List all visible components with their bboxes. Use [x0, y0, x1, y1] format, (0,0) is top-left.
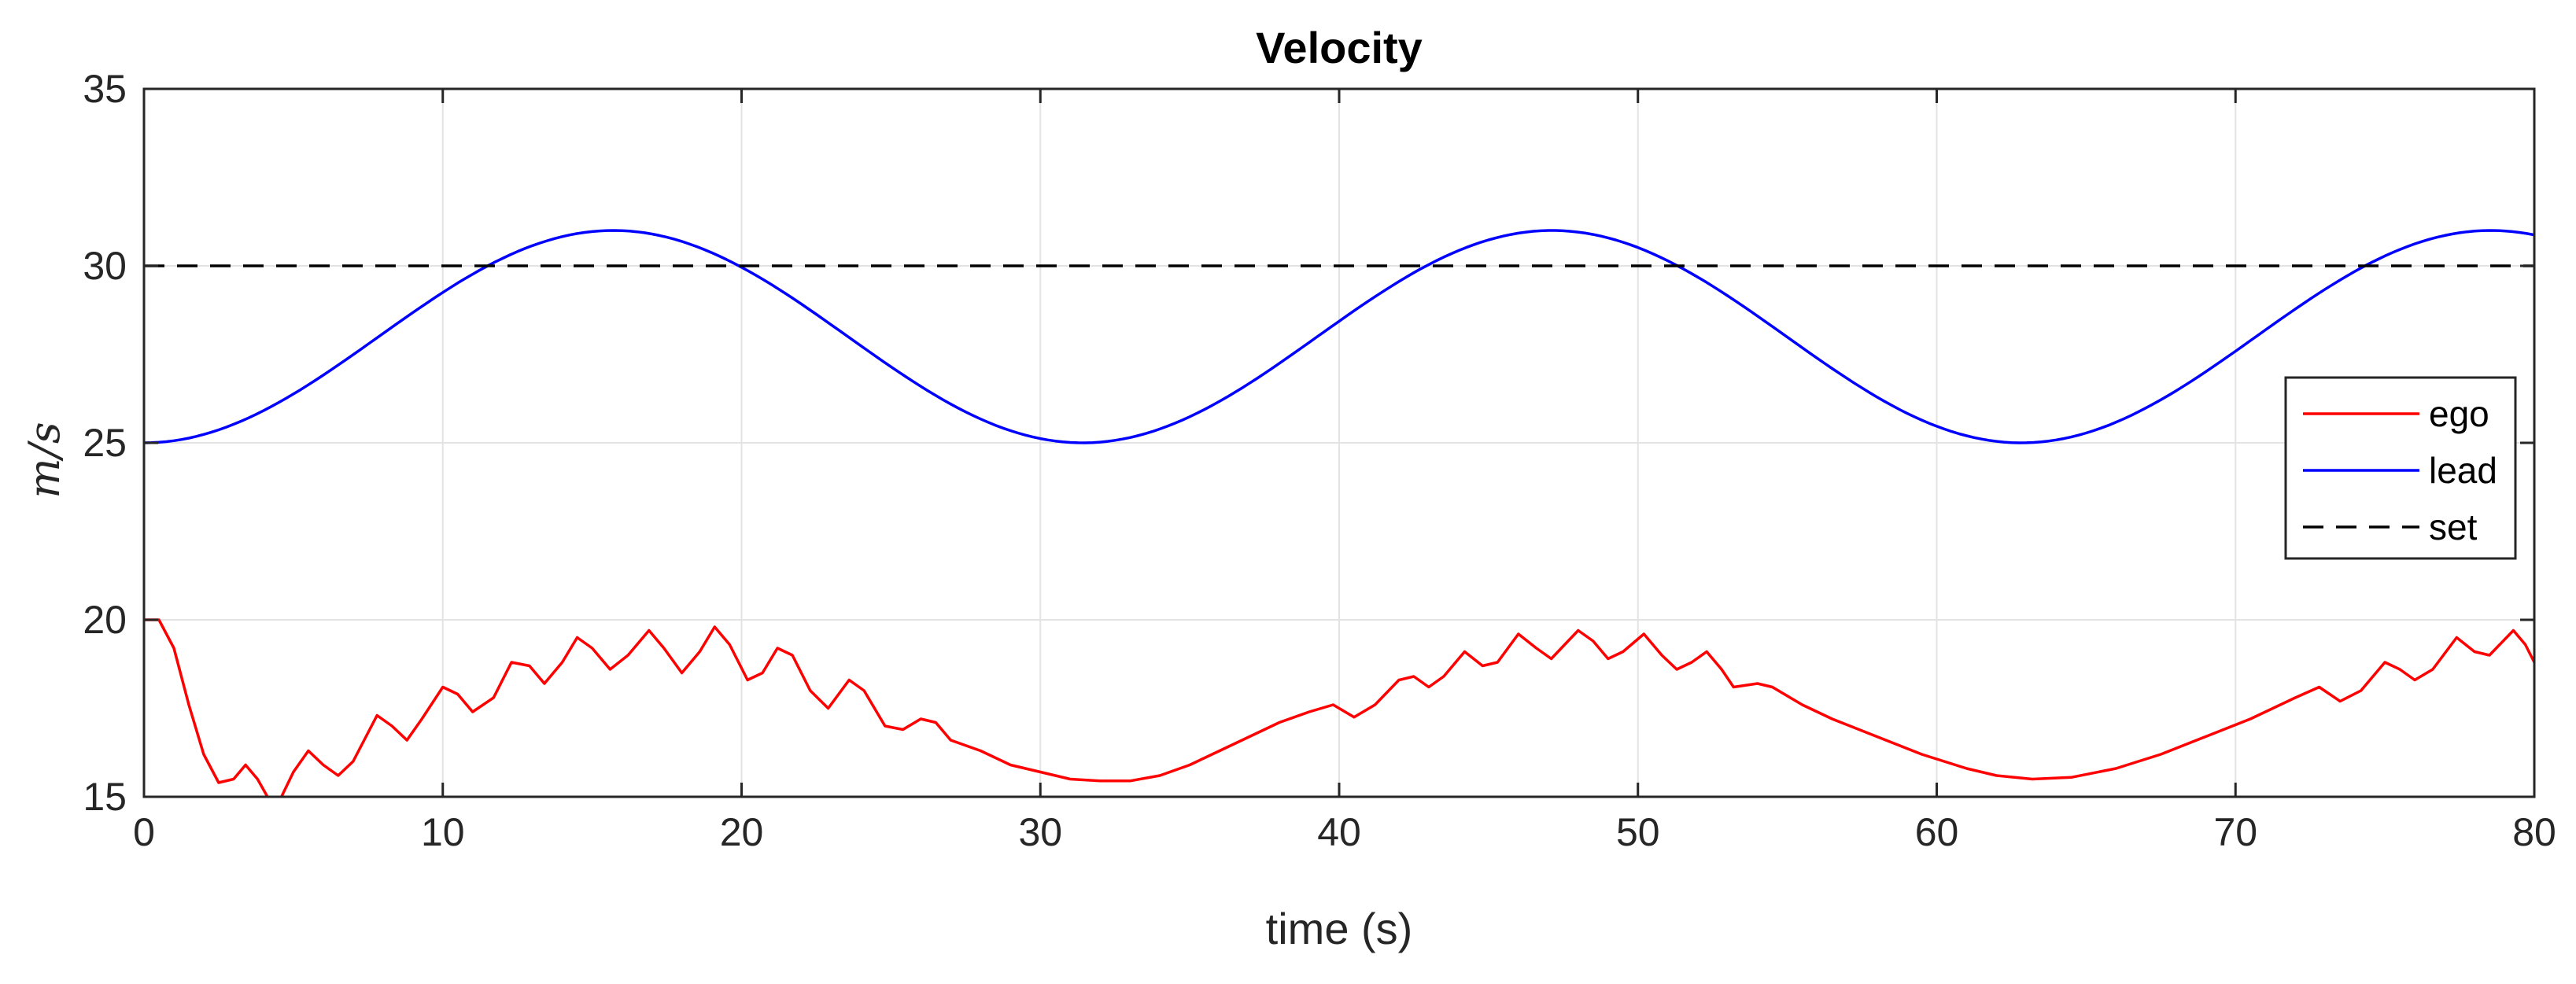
x-axis-label: time (s) — [1266, 904, 1413, 953]
y-tick-label: 20 — [83, 598, 127, 642]
series-line-ego — [144, 618, 2534, 797]
legend-label-lead: lead — [2429, 450, 2497, 491]
series-line-lead — [144, 229, 2534, 444]
legend-label-set: set — [2429, 507, 2478, 547]
y-tick-label: 35 — [83, 67, 127, 111]
y-tick-label: 15 — [83, 775, 127, 819]
series-layer — [144, 229, 2534, 797]
chart-title: Velocity — [1256, 23, 1423, 72]
x-tick-label: 30 — [1018, 810, 1062, 854]
y-axis-label: m/s — [20, 422, 69, 498]
x-tick-label: 40 — [1317, 810, 1361, 854]
legend-label-ego: ego — [2429, 393, 2489, 434]
x-tick-label: 0 — [133, 810, 155, 854]
x-tick-label: 70 — [2213, 810, 2257, 854]
x-tick-label: 60 — [1915, 810, 1959, 854]
y-tick-label: 25 — [83, 421, 127, 465]
legend: ego lead set — [2284, 376, 2517, 560]
x-tick-label: 20 — [720, 810, 764, 854]
ticks: 0 10 20 30 40 50 60 70 80 15 20 25 30 35 — [83, 67, 2556, 854]
y-tick-label: 30 — [83, 244, 127, 288]
x-tick-label: 10 — [421, 810, 465, 854]
x-tick-label: 50 — [1616, 810, 1660, 854]
legend-box — [2284, 376, 2517, 560]
x-tick-label: 80 — [2512, 810, 2556, 854]
